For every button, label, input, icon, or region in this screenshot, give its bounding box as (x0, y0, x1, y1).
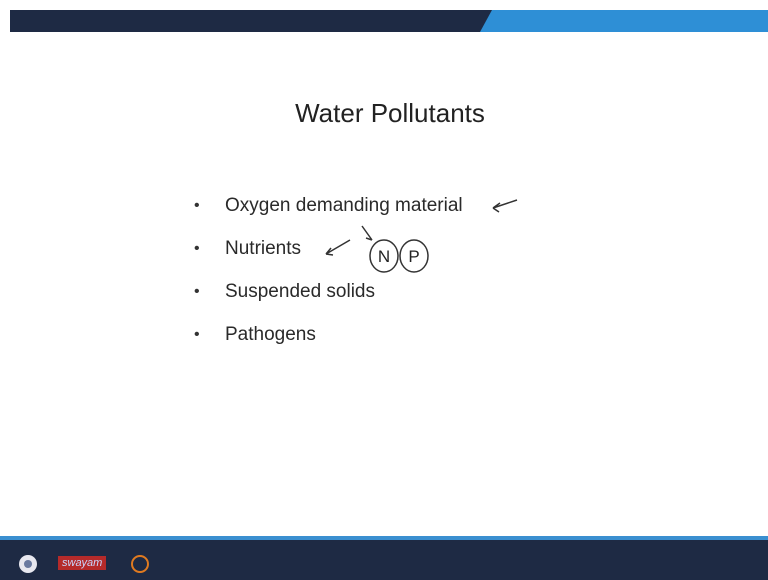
footer: swayam (0, 536, 768, 580)
logo-text: swayam (58, 556, 107, 570)
header-bar (10, 10, 768, 32)
bullet-list: Oxygen demanding material Nutrients Susp… (194, 190, 463, 362)
annotation-letter: N (378, 247, 390, 266)
bullet: Nutrients (194, 233, 463, 276)
slide-title: Water Pollutants (295, 98, 485, 128)
bullet: Pathogens (194, 319, 463, 362)
annotation-letter: P (408, 247, 419, 266)
bullet: Suspended solids (194, 276, 463, 319)
bullet: Oxygen demanding material (194, 190, 463, 233)
footer-icons (19, 555, 149, 573)
